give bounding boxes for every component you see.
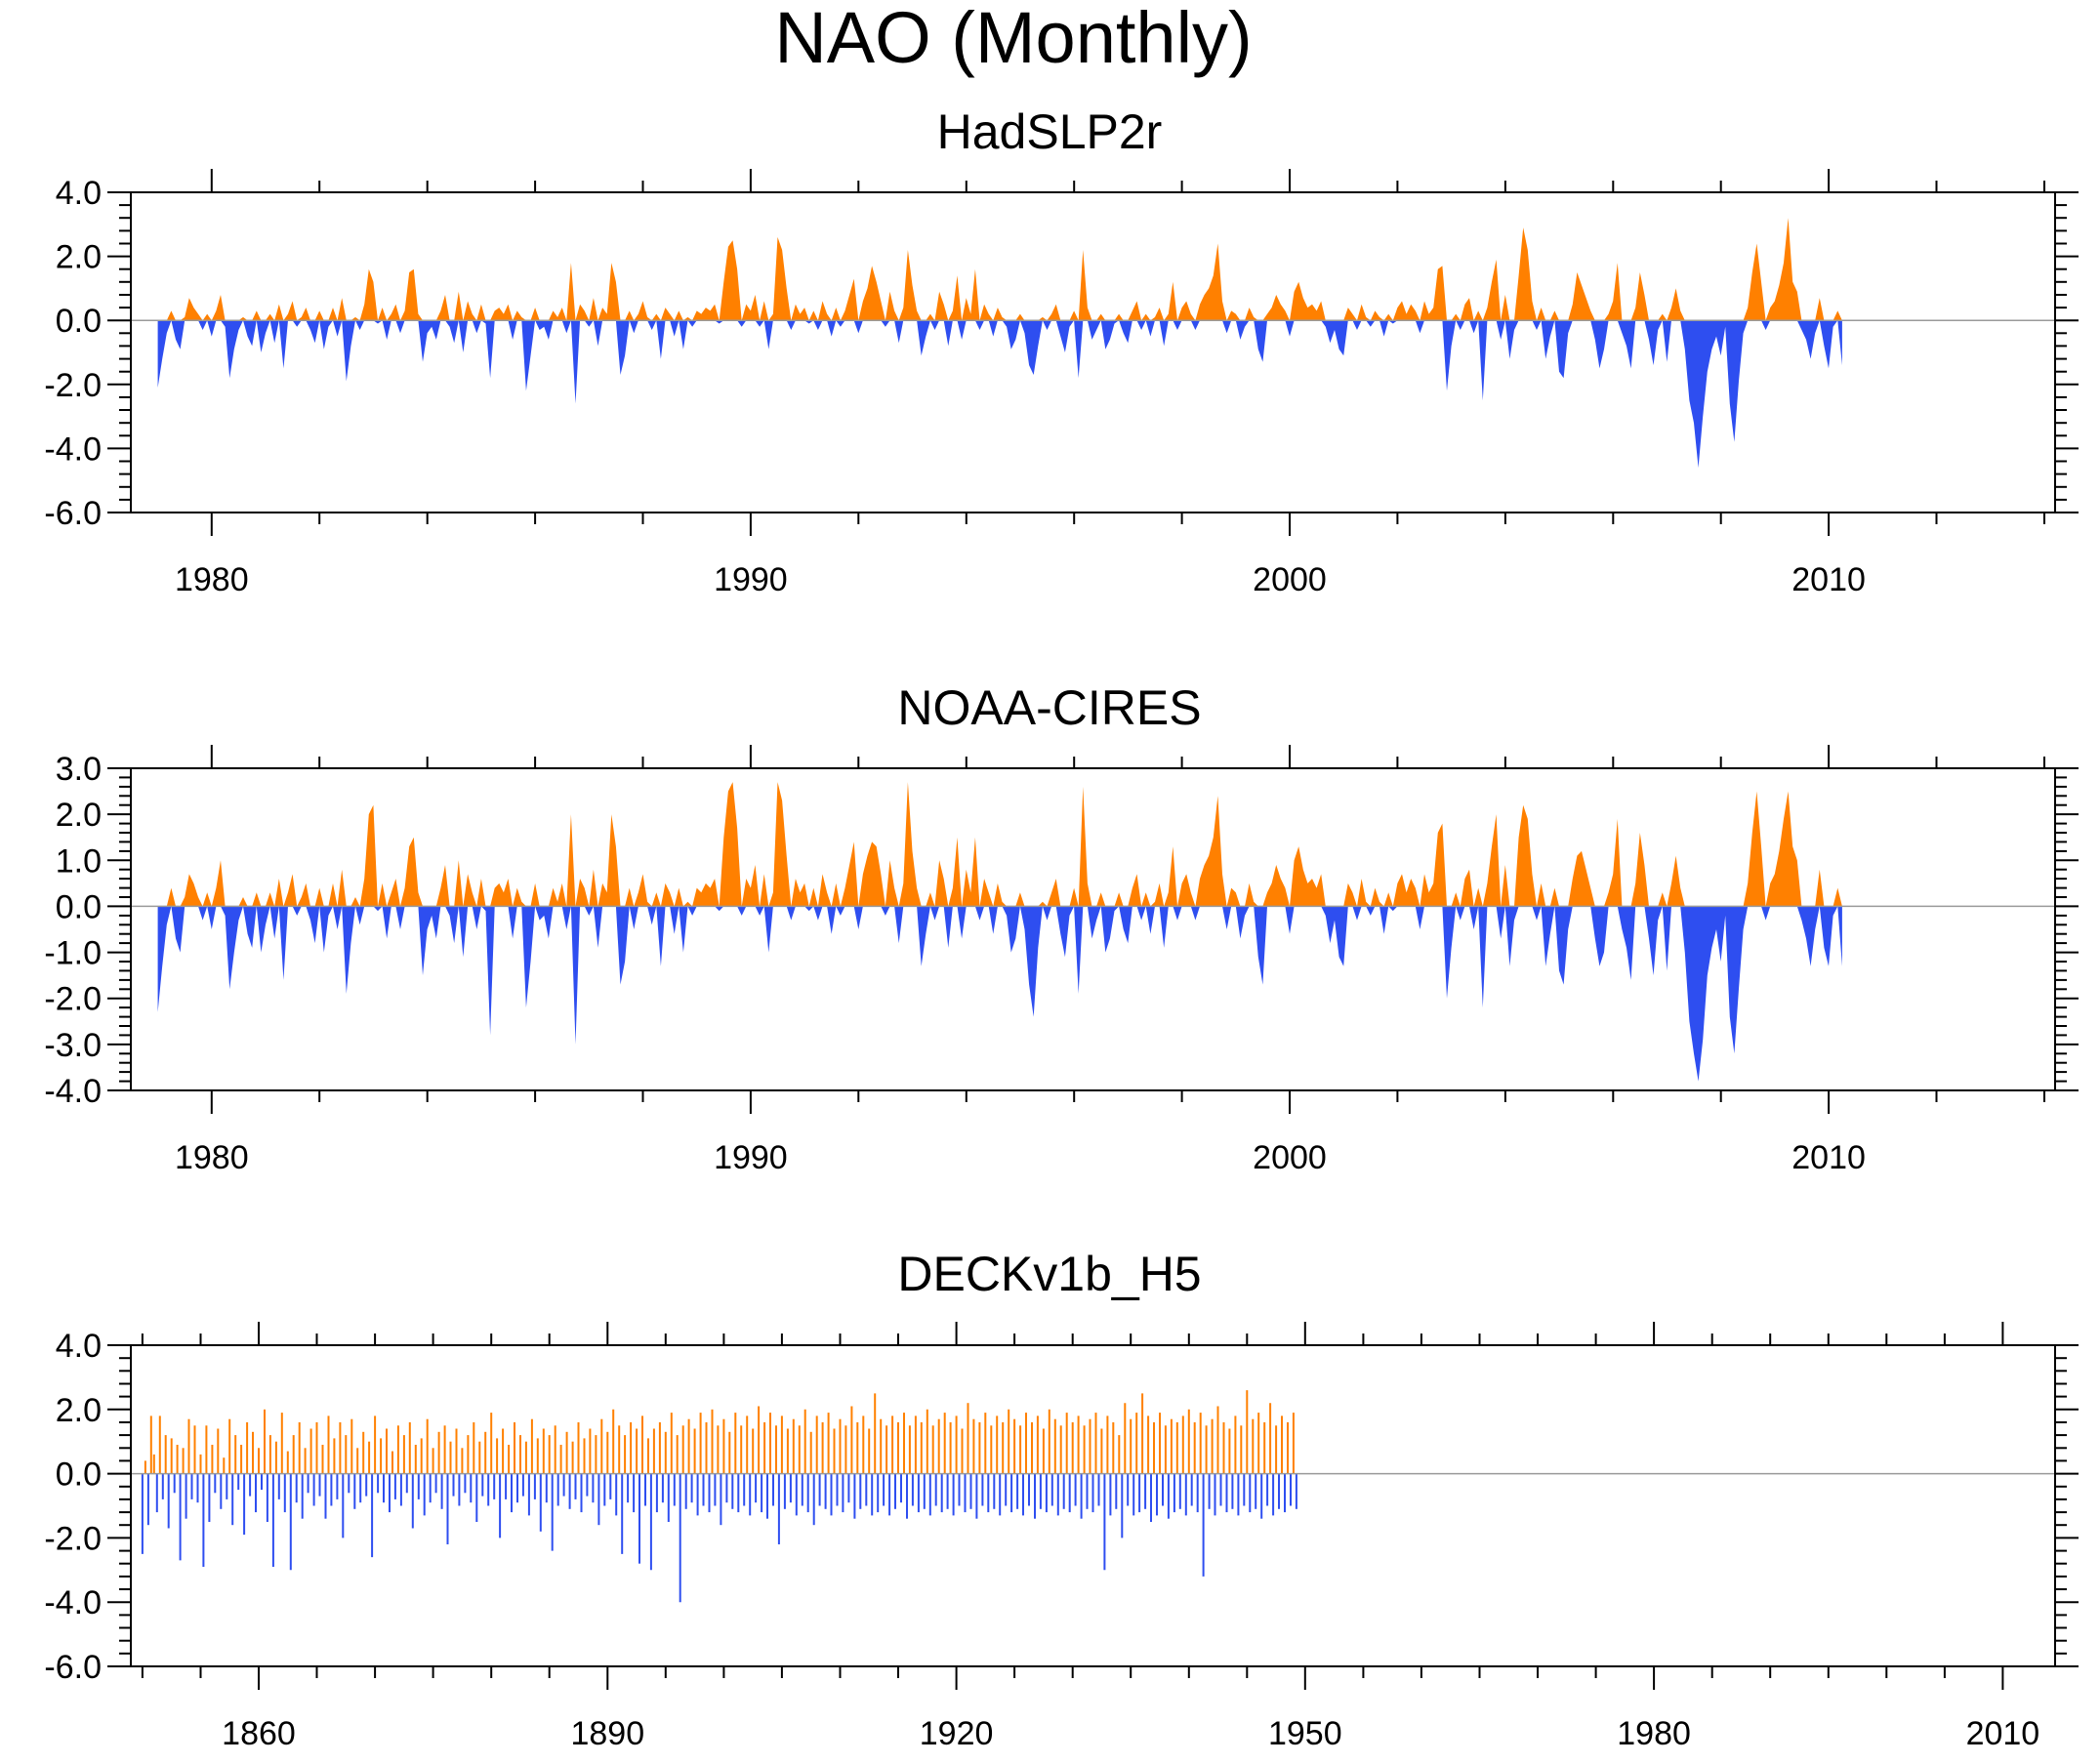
xtick-label-deckv1b-h5: 1950 — [1268, 1715, 1342, 1752]
ytick-label-deckv1b-h5: 2.0 — [56, 1392, 102, 1429]
plot-frame-hadslp2r — [130, 191, 2056, 513]
panel-deckv1b-h5: DECKv1b_H5 4.0 2.0 0.0 -2.0 -4.0 -6.0 1860 1890… — [44, 1247, 2079, 1752]
ytick-label-deckv1b-h5: -4.0 — [44, 1584, 102, 1621]
ytick-label-noaa-cires: -3.0 — [44, 1027, 102, 1064]
ytick-label-deckv1b-h5: -2.0 — [44, 1520, 102, 1557]
ytick-label-deckv1b-h5: 4.0 — [56, 1328, 102, 1365]
xtick-label-noaa-cires: 2010 — [1791, 1139, 1866, 1176]
series-noaa-cires — [157, 782, 1842, 1082]
plot-frame-noaa-cires — [130, 767, 2056, 1091]
negative-area-hadslp2r — [157, 320, 1842, 469]
panel-hadslp2r: HadSLP2r 4.0 2.0 0.0 -2.0 -4.0 -6.0 1980 1990 20… — [44, 104, 2079, 598]
panel-title-deckv1b-h5: DECKv1b_H5 — [897, 1247, 1201, 1301]
series-hadslp2r — [157, 218, 1842, 469]
panel-noaa-cires: NOAA-CIRES 3.0 2.0 1.0 0.0 -1.0 -2.0 -3.0 -4.0 1… — [44, 680, 2079, 1176]
ytick-label-hadslp2r: -6.0 — [44, 495, 102, 532]
ytick-label-hadslp2r: 2.0 — [56, 239, 102, 276]
ytick-label-deckv1b-h5: 0.0 — [56, 1456, 102, 1494]
ytick-label-hadslp2r: 0.0 — [56, 303, 102, 340]
panel-title-noaa-cires: NOAA-CIRES — [897, 680, 1201, 735]
series-deckv1b-h5 — [141, 1390, 1297, 1603]
ytick-label-noaa-cires: 2.0 — [56, 797, 102, 834]
xtick-label-deckv1b-h5: 1890 — [570, 1715, 644, 1752]
figure-title: NAO (Monthly) — [774, 0, 1252, 78]
xtick-label-hadslp2r: 1980 — [175, 561, 249, 598]
ytick-label-hadslp2r: 4.0 — [56, 175, 102, 212]
xtick-label-hadslp2r: 2000 — [1253, 561, 1327, 598]
ytick-label-hadslp2r: -2.0 — [44, 367, 102, 404]
ytick-label-noaa-cires: 3.0 — [56, 751, 102, 788]
negative-area-noaa-cires — [157, 906, 1842, 1082]
xtick-label-deckv1b-h5: 1980 — [1617, 1715, 1691, 1752]
panel-title-hadslp2r: HadSLP2r — [937, 104, 1163, 159]
xtick-label-deckv1b-h5: 2010 — [1966, 1715, 2040, 1752]
ytick-label-noaa-cires: -2.0 — [44, 981, 102, 1018]
xtick-label-hadslp2r: 1990 — [714, 561, 788, 598]
xtick-label-noaa-cires: 1980 — [175, 1139, 249, 1176]
positive-area-noaa-cires — [157, 782, 1842, 907]
xtick-label-noaa-cires: 1990 — [714, 1139, 788, 1176]
positive-area-hadslp2r — [157, 218, 1842, 321]
xtick-label-deckv1b-h5: 1860 — [222, 1715, 296, 1752]
ytick-label-deckv1b-h5: -6.0 — [44, 1649, 102, 1686]
ytick-label-noaa-cires: 0.0 — [56, 888, 102, 925]
xtick-label-deckv1b-h5: 1920 — [920, 1715, 994, 1752]
ytick-label-hadslp2r: -4.0 — [44, 431, 102, 468]
xtick-label-hadslp2r: 2010 — [1791, 561, 1866, 598]
plot-frame-deckv1b-h5 — [130, 1344, 2056, 1667]
xtick-label-noaa-cires: 2000 — [1253, 1139, 1327, 1176]
ytick-label-noaa-cires: 1.0 — [56, 842, 102, 880]
ytick-label-noaa-cires: -1.0 — [44, 935, 102, 972]
ytick-label-noaa-cires: -4.0 — [44, 1073, 102, 1110]
